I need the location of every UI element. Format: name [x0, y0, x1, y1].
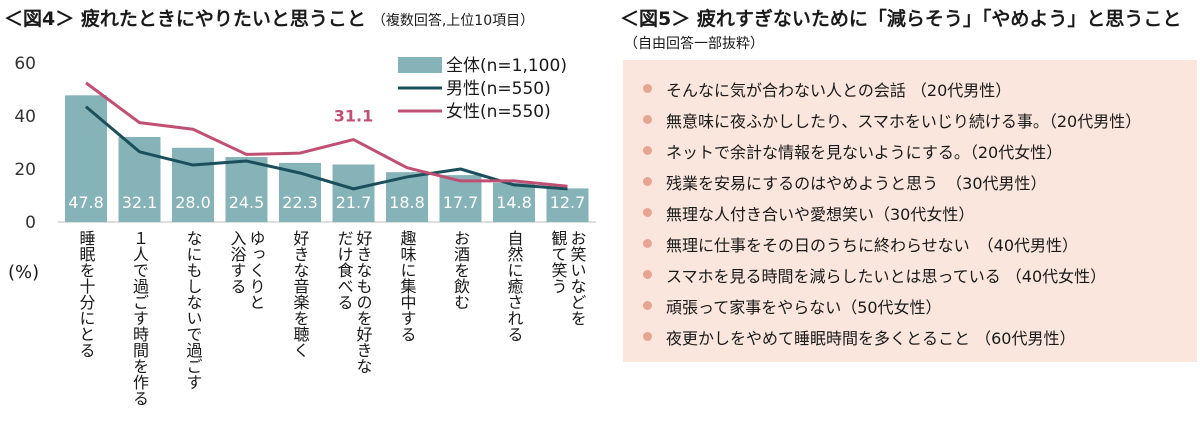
list-item-text: 無意味に夜ふかししたり、スマホをいじり続ける事。（20代男性） [666, 111, 1142, 131]
list-item: 無意味に夜ふかししたり、スマホをいじり続ける事。（20代男性） [623, 104, 1197, 135]
list-item: ネットで余計な情報を見ないようにする。（20代女性） [623, 135, 1197, 166]
bullet-dot-icon [643, 208, 652, 217]
data-label: 12.7 [550, 193, 586, 212]
data-label: 18.8 [389, 193, 425, 212]
category-label: 自然に癒される [504, 230, 524, 342]
legend-label: 全体(n=1,100) [446, 56, 567, 76]
category-label: １人で過ごす時間を作る [130, 230, 149, 406]
bullet-dot-icon [643, 301, 652, 310]
bar [332, 164, 375, 222]
fig4-title: ＜図4＞ 疲れたときにやりたいと思うこと （複数回答,上位10項目） [4, 4, 534, 31]
y-tick-label: 40 [14, 107, 36, 127]
fig5-title: ＜図5＞ 疲れすぎないために「減らそう」「やめよう」と思うこと [620, 8, 1182, 30]
bullet-dot-icon [643, 270, 652, 279]
category-label: 睡眠を十分にとる [76, 230, 96, 358]
bullet-dot-icon [643, 115, 652, 124]
fig5-panel: そんなに気が合わない人との会話 （20代男性） 無意味に夜ふかししたり、スマホを… [623, 60, 1197, 362]
y-unit-label: (%) [8, 262, 40, 283]
list-item-text: 無理な人付き合いや愛想笑い（30代女性） [666, 204, 975, 224]
category-label: なにもしないで過ごす [183, 230, 203, 390]
list-item-text: ネットで余計な情報を見ないようにする。（20代女性） [666, 142, 1063, 162]
data-label: 14.8 [496, 193, 532, 212]
fig4-note: （複数回答,上位10項目） [371, 13, 535, 29]
category-label: お酒を飲む [451, 230, 470, 310]
category-label: お笑いなどを 観て笑う [548, 230, 587, 326]
annotation-label: 31.1 [334, 107, 373, 126]
bullet-dot-icon [643, 332, 652, 341]
fig4-chart: 0 20 40 60 47.8 32.1 28.0 24.5 22.3 21.7 18.8 17.7 1… [14, 54, 596, 233]
list-item: そんなに気が合わない人との会話 （20代男性） [623, 73, 1197, 104]
bar [439, 175, 482, 222]
bar [493, 182, 535, 222]
category-label: 好きな音楽を聴く [290, 230, 310, 358]
bar [546, 188, 589, 222]
fig5-subtitle: （自由回答一部抜粋） [624, 36, 764, 52]
list-item-text: スマホを見る時間を減らしたいとは思っている （40代女性） [666, 266, 1107, 286]
bar [65, 95, 107, 222]
list-item: スマホを見る時間を減らしたいとは思っている （40代女性） [623, 259, 1197, 290]
data-label: 22.3 [282, 193, 318, 212]
legend-label: 男性(n=550) [446, 79, 551, 99]
series-line [85, 81, 568, 188]
category-label: ゆっくりと 入浴する [227, 230, 266, 310]
legend-swatch [398, 57, 442, 73]
data-label: 21.7 [336, 193, 372, 212]
series-line [85, 105, 568, 191]
legend-label: 女性(n=550) [446, 102, 551, 122]
category-label: 好きなものを好きな だけ食べる [334, 230, 373, 374]
category-label: 趣味に集中する [397, 230, 417, 342]
y-tick-label: 60 [14, 54, 36, 74]
list-item: 頑張って家事をやらない（50代女性） [623, 290, 1197, 321]
data-label: 24.5 [229, 193, 265, 212]
bar [225, 157, 268, 222]
list-item-text: 無理に仕事をその日のうちに終わらせない （40代男性） [666, 235, 1079, 255]
list-item-text: 残業を安易にするのはやめようと思う （30代男性） [666, 173, 1047, 193]
bullet-dot-icon [643, 239, 652, 248]
y-tick-label: 20 [14, 160, 36, 180]
bullet-dot-icon [643, 177, 652, 186]
list-item: 夜更かしをやめて睡眠時間を多くとること （60代男性） [623, 321, 1197, 352]
list-item: 無理な人付き合いや愛想笑い（30代女性） [623, 197, 1197, 228]
bullet-dot-icon [643, 146, 652, 155]
data-label: 28.0 [175, 193, 211, 212]
data-label: 32.1 [122, 193, 158, 212]
y-tick-label: 0 [25, 213, 36, 233]
list-item: 無理に仕事をその日のうちに終わらせない （40代男性） [623, 228, 1197, 259]
data-label: 17.7 [443, 193, 479, 212]
list-item-text: そんなに気が合わない人との会話 （20代男性） [666, 80, 1012, 100]
list-item: 残業を安易にするのはやめようと思う （30代男性） [623, 166, 1197, 197]
list-item-text: 夜更かしをやめて睡眠時間を多くとること （60代男性） [666, 328, 1076, 348]
fig4-title-text: ＜図4＞ 疲れたときにやりたいと思うこと [4, 8, 366, 30]
bullet-dot-icon [643, 84, 652, 93]
list-item-text: 頑張って家事をやらない（50代女性） [666, 297, 942, 317]
fig5-list: そんなに気が合わない人との会話 （20代男性） 無意味に夜ふかししたり、スマホを… [623, 60, 1197, 352]
data-label: 47.8 [68, 193, 104, 212]
